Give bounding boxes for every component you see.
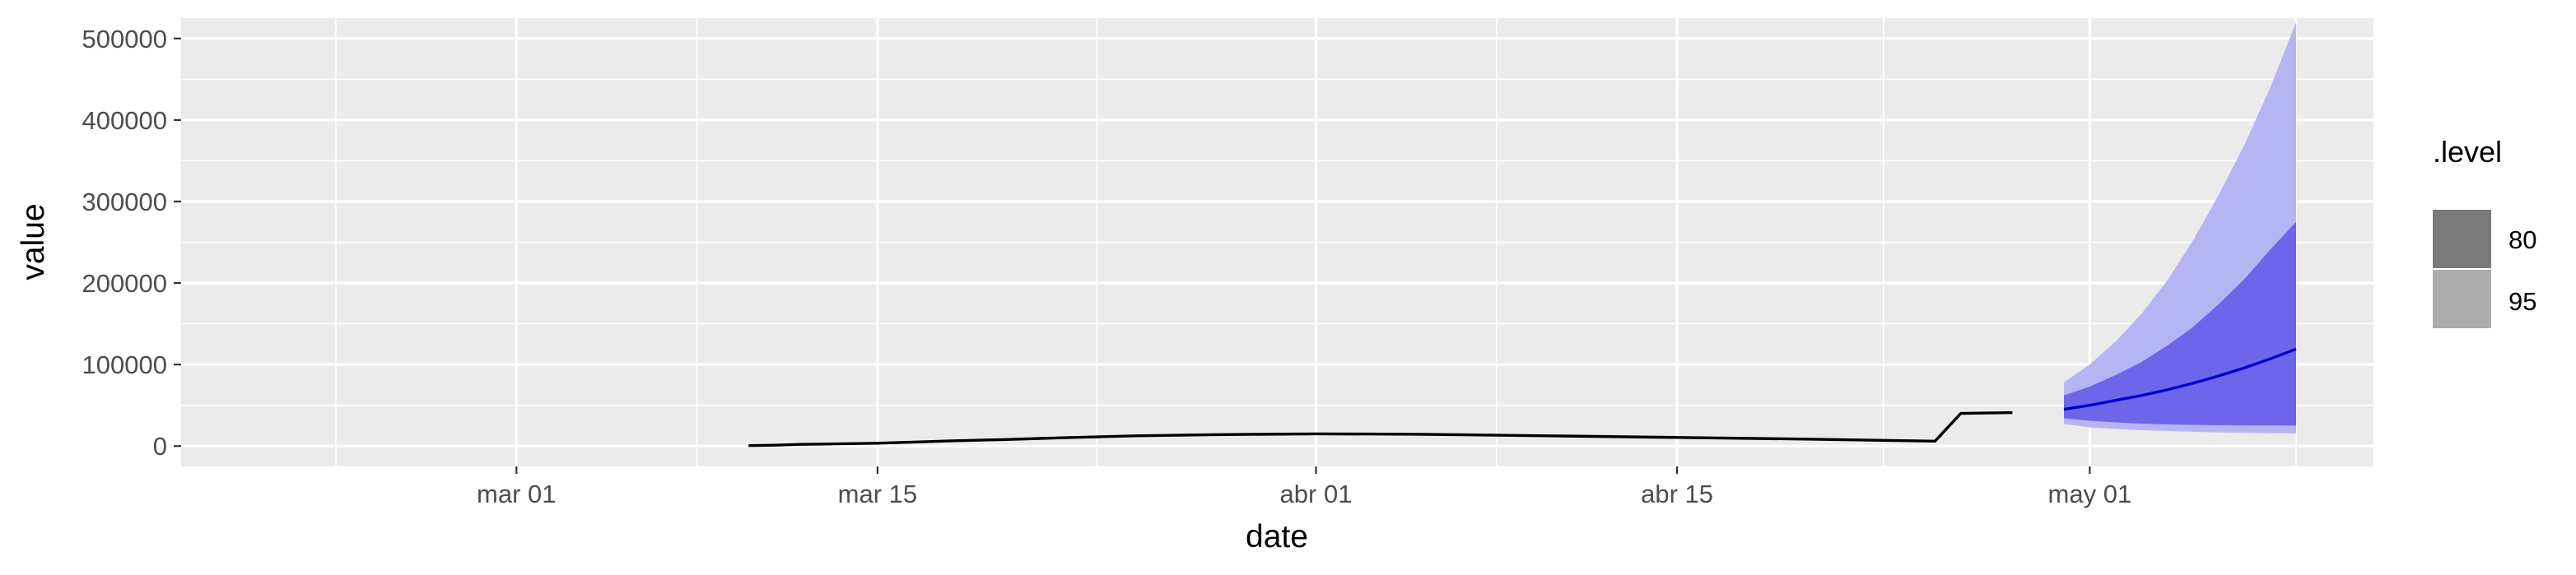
x-tick-label: mar 01 [477, 480, 556, 508]
legend-swatch-80 [2433, 210, 2491, 268]
forecast-mean-line [2063, 347, 2297, 411]
legend: .level 80 95 [2433, 135, 2536, 328]
series-lines [748, 347, 2297, 447]
x-tick-label: mar 15 [838, 480, 917, 508]
y-tick-label: 500000 [82, 25, 167, 53]
x-tick-label: abr 01 [1280, 480, 1353, 508]
y-tick-label: 100000 [82, 350, 167, 379]
interval-band-80 [2064, 221, 2296, 426]
observed-series-line [748, 410, 2013, 447]
legend-label-95: 95 [2508, 287, 2536, 316]
legend-swatch-95 [2433, 270, 2491, 328]
x-tick-label: abr 15 [1641, 480, 1713, 508]
legend-label-80: 80 [2508, 225, 2536, 254]
y-axis: 0 100000 200000 300000 400000 500000 [82, 25, 181, 461]
y-tick-label: 0 [153, 432, 167, 461]
y-tick-label: 400000 [82, 106, 167, 135]
y-axis-title: value [16, 203, 51, 280]
forecast-intervals [2064, 22, 2296, 434]
minor-gridlines [181, 18, 2373, 466]
legend-title: .level [2433, 135, 2502, 169]
y-tick-label: 300000 [82, 188, 167, 216]
x-axis: mar 01 mar 15 abr 01 abr 15 may 01 [477, 466, 2131, 508]
x-tick-label: may 01 [2048, 480, 2132, 508]
x-axis-title: date [1246, 519, 1308, 554]
major-gridlines [181, 18, 2373, 466]
y-tick-label: 200000 [82, 269, 167, 298]
